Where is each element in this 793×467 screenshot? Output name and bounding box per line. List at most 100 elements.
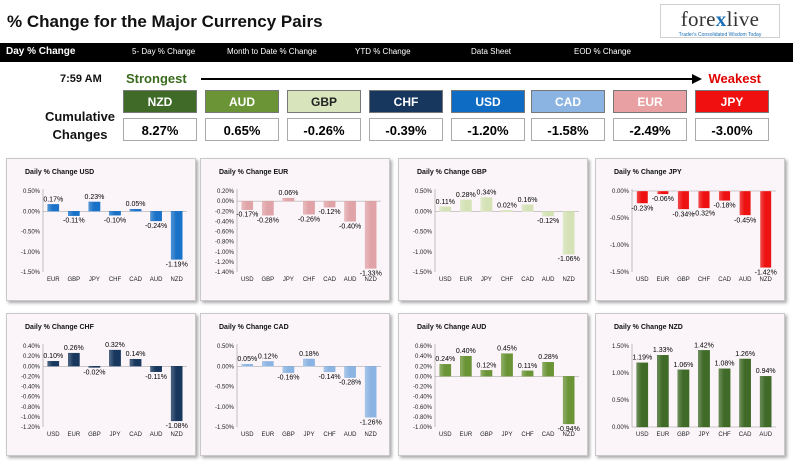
bar-jpy[interactable] (698, 350, 710, 428)
bar-nzd[interactable] (759, 190, 772, 268)
x-tick-label: USD (636, 277, 649, 283)
nav-data-sheet[interactable]: Data Sheet (471, 47, 512, 56)
x-tick-label: AUD (150, 277, 163, 283)
bar-gbp[interactable] (480, 370, 493, 377)
chart-panel-gbp[interactable]: Daily % Change GBP 0.50% 0.00% -0.50% -1.00%… (398, 158, 588, 301)
bar-aud[interactable] (344, 200, 356, 222)
x-tick-label: AUD (344, 277, 357, 283)
chart-panel-chf[interactable]: Daily % Change CHF 0.40% 0.20% 0.00% -0.20% -… (6, 313, 196, 456)
bar-chf[interactable] (303, 200, 315, 215)
chart-panel-aud[interactable]: Daily % Change AUD 0.60% 0.40% 0.20% 0.00% -0… (398, 313, 588, 456)
currency-box-cad[interactable]: CAD -1.58% (531, 90, 605, 141)
nav-5day-change[interactable]: 5- Day % Change (132, 47, 196, 56)
bar-usd[interactable] (636, 362, 649, 428)
bar-nzd[interactable] (364, 366, 377, 418)
bar-eur[interactable] (460, 355, 472, 377)
bar-chf[interactable] (109, 211, 121, 216)
chart-panel-nzd[interactable]: Daily % Change NZD 1.50% 1.00% 0.50% 0.00% 1.… (595, 313, 785, 456)
bar-usd[interactable] (439, 364, 452, 377)
currency-box-usd[interactable]: USD -1.20% (451, 90, 525, 141)
bar-cad[interactable] (542, 362, 554, 377)
bar-jpy[interactable] (109, 349, 121, 367)
bar-gbp[interactable] (68, 211, 80, 216)
bar-eur[interactable] (47, 204, 60, 212)
bar-cad[interactable] (129, 209, 142, 212)
bar-usd[interactable] (439, 206, 452, 212)
bar-jpy[interactable] (480, 197, 493, 212)
bar-chf[interactable] (323, 366, 336, 373)
bar-cad[interactable] (129, 359, 142, 367)
bar-chf[interactable] (501, 210, 513, 212)
bar-usd[interactable] (241, 200, 254, 210)
forexlive-logo[interactable]: forexlive Trader's Consolidated Wisdom T… (660, 4, 780, 38)
nav-eod-change[interactable]: EOD % Change (574, 47, 631, 56)
bar-aud[interactable] (542, 211, 554, 217)
nav-ytd-change[interactable]: YTD % Change (355, 47, 411, 56)
bar-gbp[interactable] (282, 366, 295, 373)
bar-nzd[interactable] (364, 200, 377, 269)
bar-jpy[interactable] (282, 197, 295, 202)
chart-panel-cad[interactable]: Daily % Change CAD 0.50% 0.00% -0.50% -1.00%… (200, 313, 390, 456)
currency-box-aud[interactable]: AUD 0.65% (205, 90, 279, 141)
nav-month-to-date[interactable]: Month to Date % Change (227, 47, 317, 56)
currency-box-gbp[interactable]: GBP -0.26% (287, 90, 361, 141)
bar-gbp[interactable] (677, 190, 690, 210)
bar-gbp[interactable] (88, 366, 101, 368)
bar-chf[interactable] (718, 368, 731, 428)
y-tick-label: -0.60% (21, 395, 41, 401)
bar-cad[interactable] (323, 200, 336, 208)
currency-box-eur[interactable]: EUR -2.49% (613, 90, 687, 141)
bar-usd[interactable] (47, 361, 60, 367)
x-tick-label: NZD (563, 277, 576, 283)
logo-text-left: fore (680, 7, 716, 31)
currency-box-chf[interactable]: CHF -0.39% (369, 90, 443, 141)
bar-cad[interactable] (739, 358, 751, 428)
bar-nzd[interactable] (170, 211, 183, 260)
bar-usd[interactable] (241, 364, 254, 367)
chart-panel-usd[interactable]: Daily % Change USD 0.50% 0.00% -0.50% -1.00%… (6, 158, 196, 301)
chart-panel-eur[interactable]: Daily % Change EUR 0.20% 0.00% -0.20% -0.40%… (200, 158, 390, 301)
bar-nzd[interactable] (562, 376, 575, 425)
chart-title: Daily % Change CHF (25, 324, 95, 331)
y-tick-label: 0.60% (415, 344, 433, 350)
bar-eur[interactable] (460, 199, 472, 212)
x-tick-label: NZD (365, 432, 378, 438)
bar-aud[interactable] (739, 190, 751, 216)
bar-eur[interactable] (262, 361, 274, 367)
bar-jpy[interactable] (303, 358, 315, 367)
y-tick-label: 0.00% (612, 189, 630, 195)
bar-aud[interactable] (150, 211, 162, 222)
currency-box-jpy[interactable]: JPY -3.00% (695, 90, 769, 141)
bar-usd[interactable] (636, 190, 649, 204)
y-tick-label: -1.50% (215, 425, 235, 431)
logo-wordmark: forexlive (661, 7, 779, 32)
data-label: 0.45% (497, 346, 517, 353)
data-label: 0.12% (476, 362, 496, 369)
bar-chf[interactable] (698, 190, 710, 209)
currency-code: EUR (613, 90, 687, 113)
bar-aud[interactable] (759, 376, 772, 428)
chart-panel-jpy[interactable]: Daily % Change JPY 0.00% -0.50% -1.00% -1.50… (595, 158, 785, 301)
bar-eur[interactable] (68, 352, 80, 367)
bar-chf[interactable] (521, 370, 534, 377)
data-label: -0.02% (83, 369, 105, 376)
bar-nzd[interactable] (562, 211, 575, 255)
bar-gbp[interactable] (677, 369, 690, 428)
x-tick-label: USD (439, 432, 452, 438)
bar-jpy[interactable] (88, 201, 101, 212)
y-tick-label: -1.50% (413, 270, 433, 276)
bar-gbp[interactable] (262, 200, 274, 216)
bar-aud[interactable] (344, 366, 356, 378)
nav-day-change[interactable]: Day % Change (6, 46, 76, 57)
bar-aud[interactable] (150, 366, 162, 372)
x-tick-label: CHF (303, 277, 316, 283)
bar-cad[interactable] (521, 204, 534, 212)
currency-box-nzd[interactable]: NZD 8.27% (123, 90, 197, 141)
bar-cad[interactable] (718, 190, 731, 201)
bar-jpy[interactable] (501, 353, 513, 377)
cumulative-label-line2: Changes (52, 127, 108, 142)
bar-eur[interactable] (657, 190, 669, 195)
bar-eur[interactable] (657, 355, 669, 428)
data-label: -1.42% (755, 270, 777, 277)
bar-nzd[interactable] (170, 366, 183, 422)
